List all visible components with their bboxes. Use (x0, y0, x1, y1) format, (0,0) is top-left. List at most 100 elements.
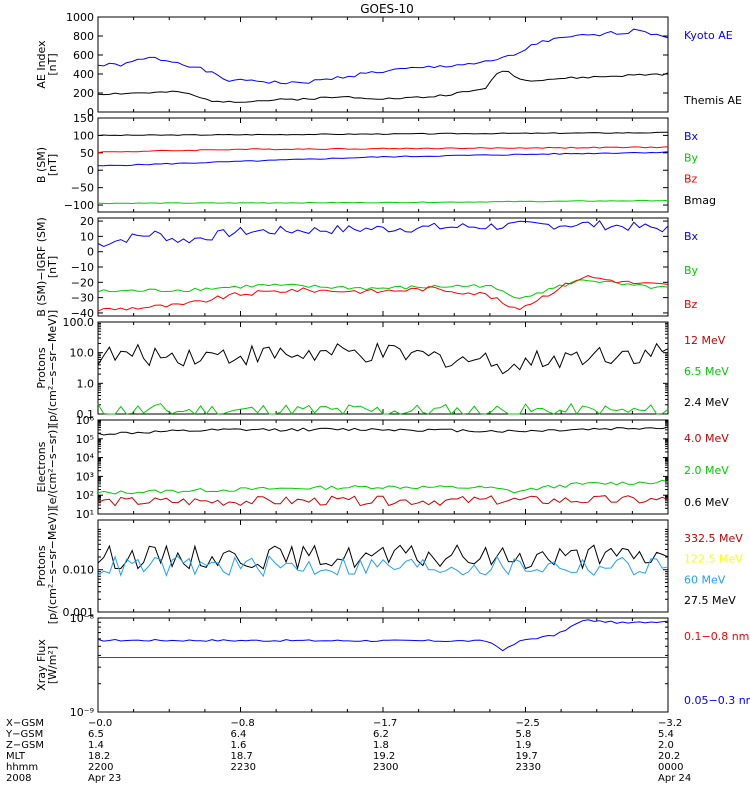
panel-frame (97, 217, 669, 317)
series-line (97, 199, 669, 205)
series-line (97, 495, 669, 507)
y-axis-label: [W/m²] (46, 646, 59, 684)
footer-cell: 6.4 (231, 729, 247, 740)
series-line (97, 219, 669, 248)
y-axis-label: [nT] (46, 256, 59, 278)
footer-cell: −3.2 (658, 718, 682, 729)
footer-cell: −0.0 (88, 718, 112, 729)
series-line (97, 70, 669, 103)
footer-cell: 2330 (516, 762, 541, 773)
y-axis-label: B (SM)−IGRF (SM) (35, 217, 48, 317)
legend-entry: Themis AE (683, 94, 742, 107)
y-tick-label: −30 (71, 292, 94, 305)
legend-entry: 2.0 MeV (684, 464, 729, 477)
legend-entry: Bmag (684, 194, 716, 207)
y-tick-label: 1000 (66, 11, 94, 24)
series-line (97, 28, 669, 85)
y-tick-label: 600 (73, 49, 94, 62)
y-tick-label: 10³ (76, 470, 94, 483)
legend-entry: 2.4 MeV (684, 396, 729, 409)
y-tick-label: 0.1 (77, 408, 95, 421)
panel-frame (97, 321, 669, 415)
panel-frame (97, 519, 669, 613)
legend-entry: Bz (684, 298, 698, 311)
footer-cell: 20.2 (658, 751, 680, 762)
y-tick-label: −40 (71, 307, 94, 320)
legend-entry: 27.5 MeV (684, 594, 736, 607)
y-axis-label: B (SM) (35, 147, 48, 183)
panel-5: 10⁶ 10⁵ 10⁴ 10³ 10² 10¹ Electrons[e/(cm²−s−sr)… (35, 414, 729, 521)
footer-cell: 2.0 (658, 740, 674, 751)
y-tick-label: 150 (73, 112, 94, 125)
panel-frame (97, 117, 669, 213)
footer-cell: 18.7 (231, 751, 253, 762)
legend-entry: Bx (684, 130, 699, 143)
y-tick-label: 0 (87, 164, 94, 177)
footer-row-label: 2008 (6, 773, 31, 784)
legend-entry: 60 MeV (684, 573, 726, 586)
legend-entry: 0.05−0.3 nm (684, 694, 750, 707)
footer-cell: 1.6 (231, 740, 247, 751)
legend-entry: By (684, 264, 699, 277)
legend-entry: 6.5 MeV (684, 365, 729, 378)
footer-cell: 19.2 (373, 751, 395, 762)
legend-entry: 332.5 MeV (684, 532, 743, 545)
y-tick-label: 100 (73, 129, 94, 142)
y-tick-label: 800 (73, 30, 94, 43)
legend-entry: Bz (684, 173, 698, 186)
y-tick-label: 200 (73, 87, 94, 100)
series-line (97, 402, 669, 415)
footer-cell: −1.7 (373, 718, 397, 729)
y-tick-label: 10 (80, 230, 94, 243)
y-tick-label: 10⁴ (76, 452, 95, 465)
panel-frame (97, 419, 669, 515)
series-line (97, 151, 669, 167)
legend-entry: 0.6 MeV (684, 496, 729, 509)
y-tick-label: −50 (71, 182, 94, 195)
series-line (97, 619, 669, 652)
footer-cell: 2230 (231, 762, 256, 773)
legend-entry: Kyoto AE (684, 29, 733, 42)
series-line (97, 544, 669, 571)
footer-cell: −2.5 (516, 718, 540, 729)
footer-cell: 18.2 (88, 751, 110, 762)
y-axis-label: [p/(cm²−s−sr−MeV)] (46, 508, 59, 624)
panel-4: 100.0 10.0 1.0 0.1 Protons[p/(cm²−s−sr−MeV)]… (35, 310, 729, 426)
series-line (97, 275, 669, 312)
footer-cell: 6.5 (88, 729, 104, 740)
footer-row-label: X−GSM (6, 718, 44, 729)
panel-7: 10⁻⁸ 10⁻⁹ Xray Flux[W/m²] 0.1−0.8 nm 0.05−0.… (35, 612, 750, 719)
y-axis-label: AE Index (35, 40, 48, 89)
legend-entry: 0.1−0.8 nm (684, 630, 749, 643)
y-tick-label: 0 (87, 106, 94, 119)
y-axis-label: [nT] (46, 53, 59, 75)
legend-entry: 12 MeV (684, 334, 726, 347)
y-tick-label: −100 (64, 199, 94, 212)
footer-cell: 6.2 (373, 729, 389, 740)
footer-row-label: hhmm (6, 762, 38, 773)
panel-3: 20 10 0 −10 −20 −30 −40 B (SM)−IGRF (SM)[nT] Bx B… (35, 215, 699, 320)
panel-6: 0.010 0.001 Protons[p/(cm²−s−sr−MeV)] 332.5… (35, 508, 743, 624)
y-tick-label: −20 (71, 276, 94, 289)
series-line (97, 342, 669, 375)
footer-cell: 5.4 (658, 729, 674, 740)
series-line (97, 146, 669, 154)
y-tick-label: 10¹ (76, 508, 94, 521)
legend-entry: 4.0 MeV (684, 432, 729, 445)
y-axis-label: [e/(cm²−s−sr)] (46, 425, 59, 508)
footer-cell: −0.8 (231, 718, 255, 729)
legend-entry: By (684, 151, 699, 164)
footer-row-label: Z−GSM (6, 740, 44, 751)
legend-entry: Bx (684, 230, 699, 243)
y-tick-label: 0.001 (63, 606, 95, 619)
y-tick-label: 10⁻⁸ (70, 612, 95, 625)
panel-frame (97, 617, 669, 713)
footer-cell: 1.9 (516, 740, 532, 751)
y-tick-label: 10⁶ (76, 414, 95, 427)
footer-cell: Apr 23 (88, 773, 121, 784)
y-axis-label: Protons (35, 347, 48, 388)
y-axis-label: Xray Flux (35, 639, 48, 691)
y-axis-label: [nT] (46, 154, 59, 176)
